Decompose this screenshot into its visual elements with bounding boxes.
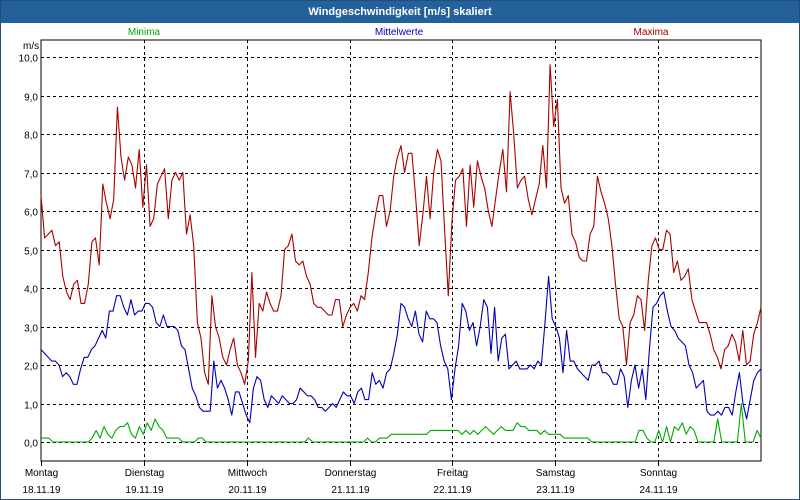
y-tick-label: 2,0 [24, 362, 38, 373]
x-tick-date: 23.11.19 [536, 485, 575, 496]
x-tick-weekday: Dienstag [125, 468, 164, 479]
y-tick-label: 0,0 [24, 439, 38, 450]
grid-layer [40, 39, 762, 462]
series-minima-line [41, 402, 762, 443]
x-tick-date: 20.11.19 [228, 485, 267, 496]
legend-minima: Minima [128, 27, 161, 38]
x-tick-date: 18.11.19 [22, 485, 61, 496]
x-tick-weekday: Samstag [536, 468, 575, 479]
x-tick-weekday: Sonntag [640, 468, 677, 479]
x-tick-date: 21.11.19 [331, 485, 370, 496]
series-mittelwerte-line [40, 275, 762, 424]
y-tick-label: 1,0 [24, 401, 38, 412]
y-axis-label: m/s [23, 41, 39, 52]
series-layer [40, 64, 762, 443]
x-tick-weekday: Freitag [437, 468, 468, 479]
y-tick-label: 10,0 [19, 54, 39, 65]
x-tick-date: 22.11.19 [433, 485, 472, 496]
y-tick-label: 4,0 [24, 285, 38, 296]
axis-layer: 0,0 1,0 2,0 3,0 4,0 5,0 6,0 7,0 8,0 9,0 10,0 Montag… [19, 54, 678, 497]
x-tick-weekday: Donnerstag [325, 468, 377, 479]
series-maxima-line [40, 64, 762, 385]
y-tick-label: 9,0 [24, 93, 38, 104]
x-tick-weekday: Mittwoch [228, 468, 267, 479]
legend-mittelwerte: Mittelwerte [375, 27, 424, 38]
x-tick-date: 24.11.19 [639, 485, 678, 496]
x-tick-date: 19.11.19 [125, 485, 164, 496]
y-tick-label: 3,0 [24, 324, 38, 335]
y-tick-label: 5,0 [24, 247, 38, 258]
y-tick-label: 6,0 [24, 208, 38, 219]
legend-maxima: Maxima [633, 27, 668, 38]
y-tick-label: 7,0 [24, 170, 38, 181]
y-tick-label: 8,0 [24, 131, 38, 142]
window-title: Windgeschwindigkeit [m/s] skaliert [1, 1, 799, 23]
x-tick-weekday: Montag [25, 468, 58, 479]
